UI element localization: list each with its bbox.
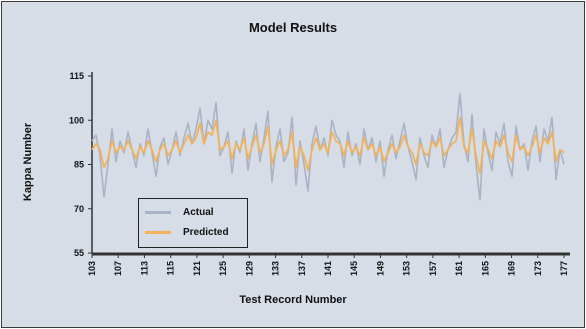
x-tick-label: 141 xyxy=(323,261,333,276)
x-tick-label: 113 xyxy=(139,261,149,276)
x-tick-label: 145 xyxy=(349,261,359,276)
x-axis-label: Test Record Number xyxy=(239,294,347,306)
legend: Actual Predicted xyxy=(138,198,248,248)
x-tick-label: 149 xyxy=(375,261,385,276)
x-tick-label: 177 xyxy=(559,261,569,276)
y-tick-label: 55 xyxy=(74,248,84,258)
y-tick-label: 70 xyxy=(74,204,84,214)
x-tick-label: 103 xyxy=(87,261,97,276)
x-tick-label: 121 xyxy=(192,261,202,276)
chart-title: Model Results xyxy=(248,20,338,35)
x-tick-label: 153 xyxy=(402,261,412,276)
legend-swatch-predicted xyxy=(145,230,171,234)
y-tick-label: 85 xyxy=(74,160,84,170)
legend-entry-actual: Actual xyxy=(145,205,214,219)
x-tick-label: 133 xyxy=(271,261,281,276)
x-tick-label: 169 xyxy=(507,261,517,276)
x-tick-label: 173 xyxy=(533,261,543,276)
series-line-predicted xyxy=(91,116,565,175)
x-tick-label: 165 xyxy=(480,261,490,276)
x-tick-label: 157 xyxy=(428,261,438,276)
legend-label-predicted: Predicted xyxy=(183,226,229,238)
x-tick-label: 125 xyxy=(218,261,228,276)
legend-swatch-actual xyxy=(145,210,171,214)
x-tick-label: 161 xyxy=(454,261,464,276)
x-tick-label: 107 xyxy=(113,261,123,276)
y-tick-label: 100 xyxy=(69,115,84,125)
legend-label-actual: Actual xyxy=(183,206,214,218)
y-tick-label: 115 xyxy=(69,71,84,81)
x-tick-label: 137 xyxy=(297,261,307,276)
series-line-actual xyxy=(91,92,565,201)
x-tick-label: 129 xyxy=(244,261,254,276)
x-tick-label: 115 xyxy=(166,261,176,276)
legend-entry-predicted: Predicted xyxy=(145,225,229,239)
